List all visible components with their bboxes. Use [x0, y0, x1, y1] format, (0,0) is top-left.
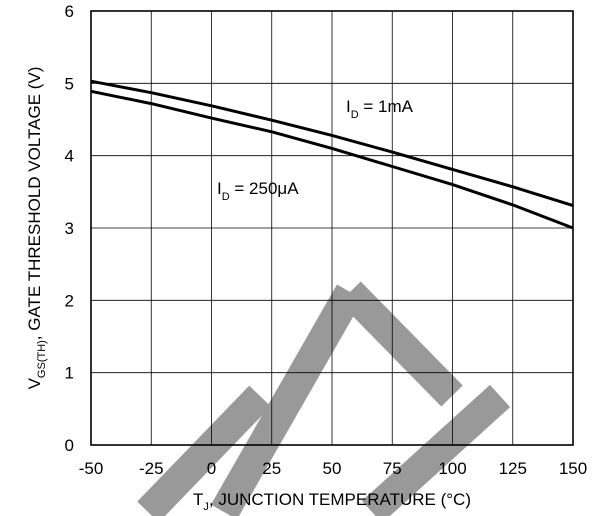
x-tick-label: 75	[383, 459, 402, 478]
x-tick-label: -25	[139, 459, 164, 478]
series-1-line	[90, 79, 574, 208]
x-tick-label: 125	[499, 459, 527, 478]
y-tick-label: 0	[65, 436, 74, 455]
y-tick-label: 5	[65, 74, 74, 93]
grid	[90, 10, 574, 446]
y-tick-label: 6	[65, 2, 74, 21]
y-axis-label: VGS(TH), GATE THRESHOLD VOLTAGE (V)	[25, 67, 48, 390]
series-1-annotation: ID = 1mA	[346, 97, 414, 121]
watermark-stroke	[361, 384, 511, 516]
x-tick-label: 150	[559, 459, 587, 478]
y-tick-label: 3	[65, 219, 74, 238]
watermark	[137, 281, 511, 516]
watermark-stroke	[137, 385, 271, 516]
series-2-line	[90, 89, 574, 230]
series-2-annotation: ID = 250μA	[217, 179, 299, 203]
y-tick-label: 2	[65, 291, 74, 310]
watermark-stroke	[339, 281, 463, 407]
y-tick-label: 1	[65, 364, 74, 383]
y-tick-label: 4	[65, 147, 74, 166]
x-tick-label: 0	[207, 459, 216, 478]
x-axis-label: TJ, JUNCTION TEMPERATURE (°C)	[193, 490, 471, 513]
series-lines	[90, 79, 574, 230]
y-tick-labels: 0 1 2 3 4 5 6	[65, 2, 74, 455]
x-tick-label: 50	[323, 459, 342, 478]
x-tick-label: 25	[262, 459, 281, 478]
x-tick-labels: -50 -25 0 25 50 75 100 125 150	[79, 459, 587, 478]
watermark-stroke	[210, 284, 364, 516]
x-tick-label: -50	[79, 459, 104, 478]
x-tick-label: 100	[438, 459, 466, 478]
